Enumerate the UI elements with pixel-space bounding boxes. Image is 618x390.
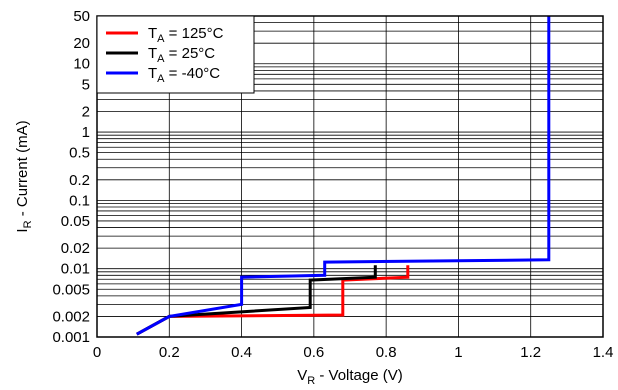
x-axis-title-sub: R [307, 375, 315, 387]
x-tick-label: 1 [454, 344, 462, 361]
legend: TA = 125°CTA = 25°CTA = -40°C [96, 15, 255, 94]
x-axis-title: VR - Voltage (V) [297, 367, 403, 387]
x-tick-label: 0.4 [231, 344, 252, 361]
y-tick-label: 0.001 [52, 329, 90, 346]
y-tick-label: 0.005 [52, 281, 90, 298]
x-tick-label: 1.4 [593, 344, 614, 361]
x-tick-label: 0.6 [303, 344, 324, 361]
plot-frame [96, 15, 604, 338]
y-tick-label: 0.2 [69, 172, 90, 189]
y-tick-label: 2 [82, 103, 90, 120]
y-tick-label: 50 [73, 8, 90, 25]
tick-labels: 0 0.2 0.4 0.6 0.8 1 1.2 1.4 0.001 0.002 0.005 0.01 0… [52, 8, 613, 361]
y-axis-title-main: I [14, 228, 31, 232]
legend-label-2: TA = -40°C [148, 65, 220, 85]
series-lines [136, 16, 551, 336]
y-tick-label: 10 [73, 56, 90, 73]
legend-label-0: TA = 125°C [148, 25, 224, 45]
x-tick-label: 0 [93, 344, 101, 361]
grid-lines [97, 16, 603, 337]
x-axis-title-main: V [297, 367, 307, 384]
y-tick-label: 5 [82, 76, 90, 93]
y-axis-title-rest: - Current (mA) [14, 120, 31, 220]
y-tick-label: 1 [82, 124, 90, 141]
y-tick-label: 0.1 [69, 192, 90, 209]
y-axis-title: IR - Current (mA) [14, 120, 34, 232]
y-tick-label: 0.01 [61, 261, 90, 278]
y-axis-title-sub: R [22, 220, 34, 228]
x-tick-label: 0.2 [159, 344, 180, 361]
x-tick-label: 1.2 [520, 344, 541, 361]
y-tick-label: 0.002 [52, 308, 90, 325]
x-tick-label: 0.8 [376, 344, 397, 361]
y-tick-label: 20 [73, 35, 90, 52]
series-line-2 [136, 16, 551, 336]
legend-label-1: TA = 25°C [148, 45, 215, 65]
x-axis-title-rest: - Voltage (V) [315, 367, 403, 384]
y-tick-label: 0.02 [61, 240, 90, 257]
y-tick-label: 0.5 [69, 145, 90, 162]
y-tick-label: 0.05 [61, 213, 90, 230]
